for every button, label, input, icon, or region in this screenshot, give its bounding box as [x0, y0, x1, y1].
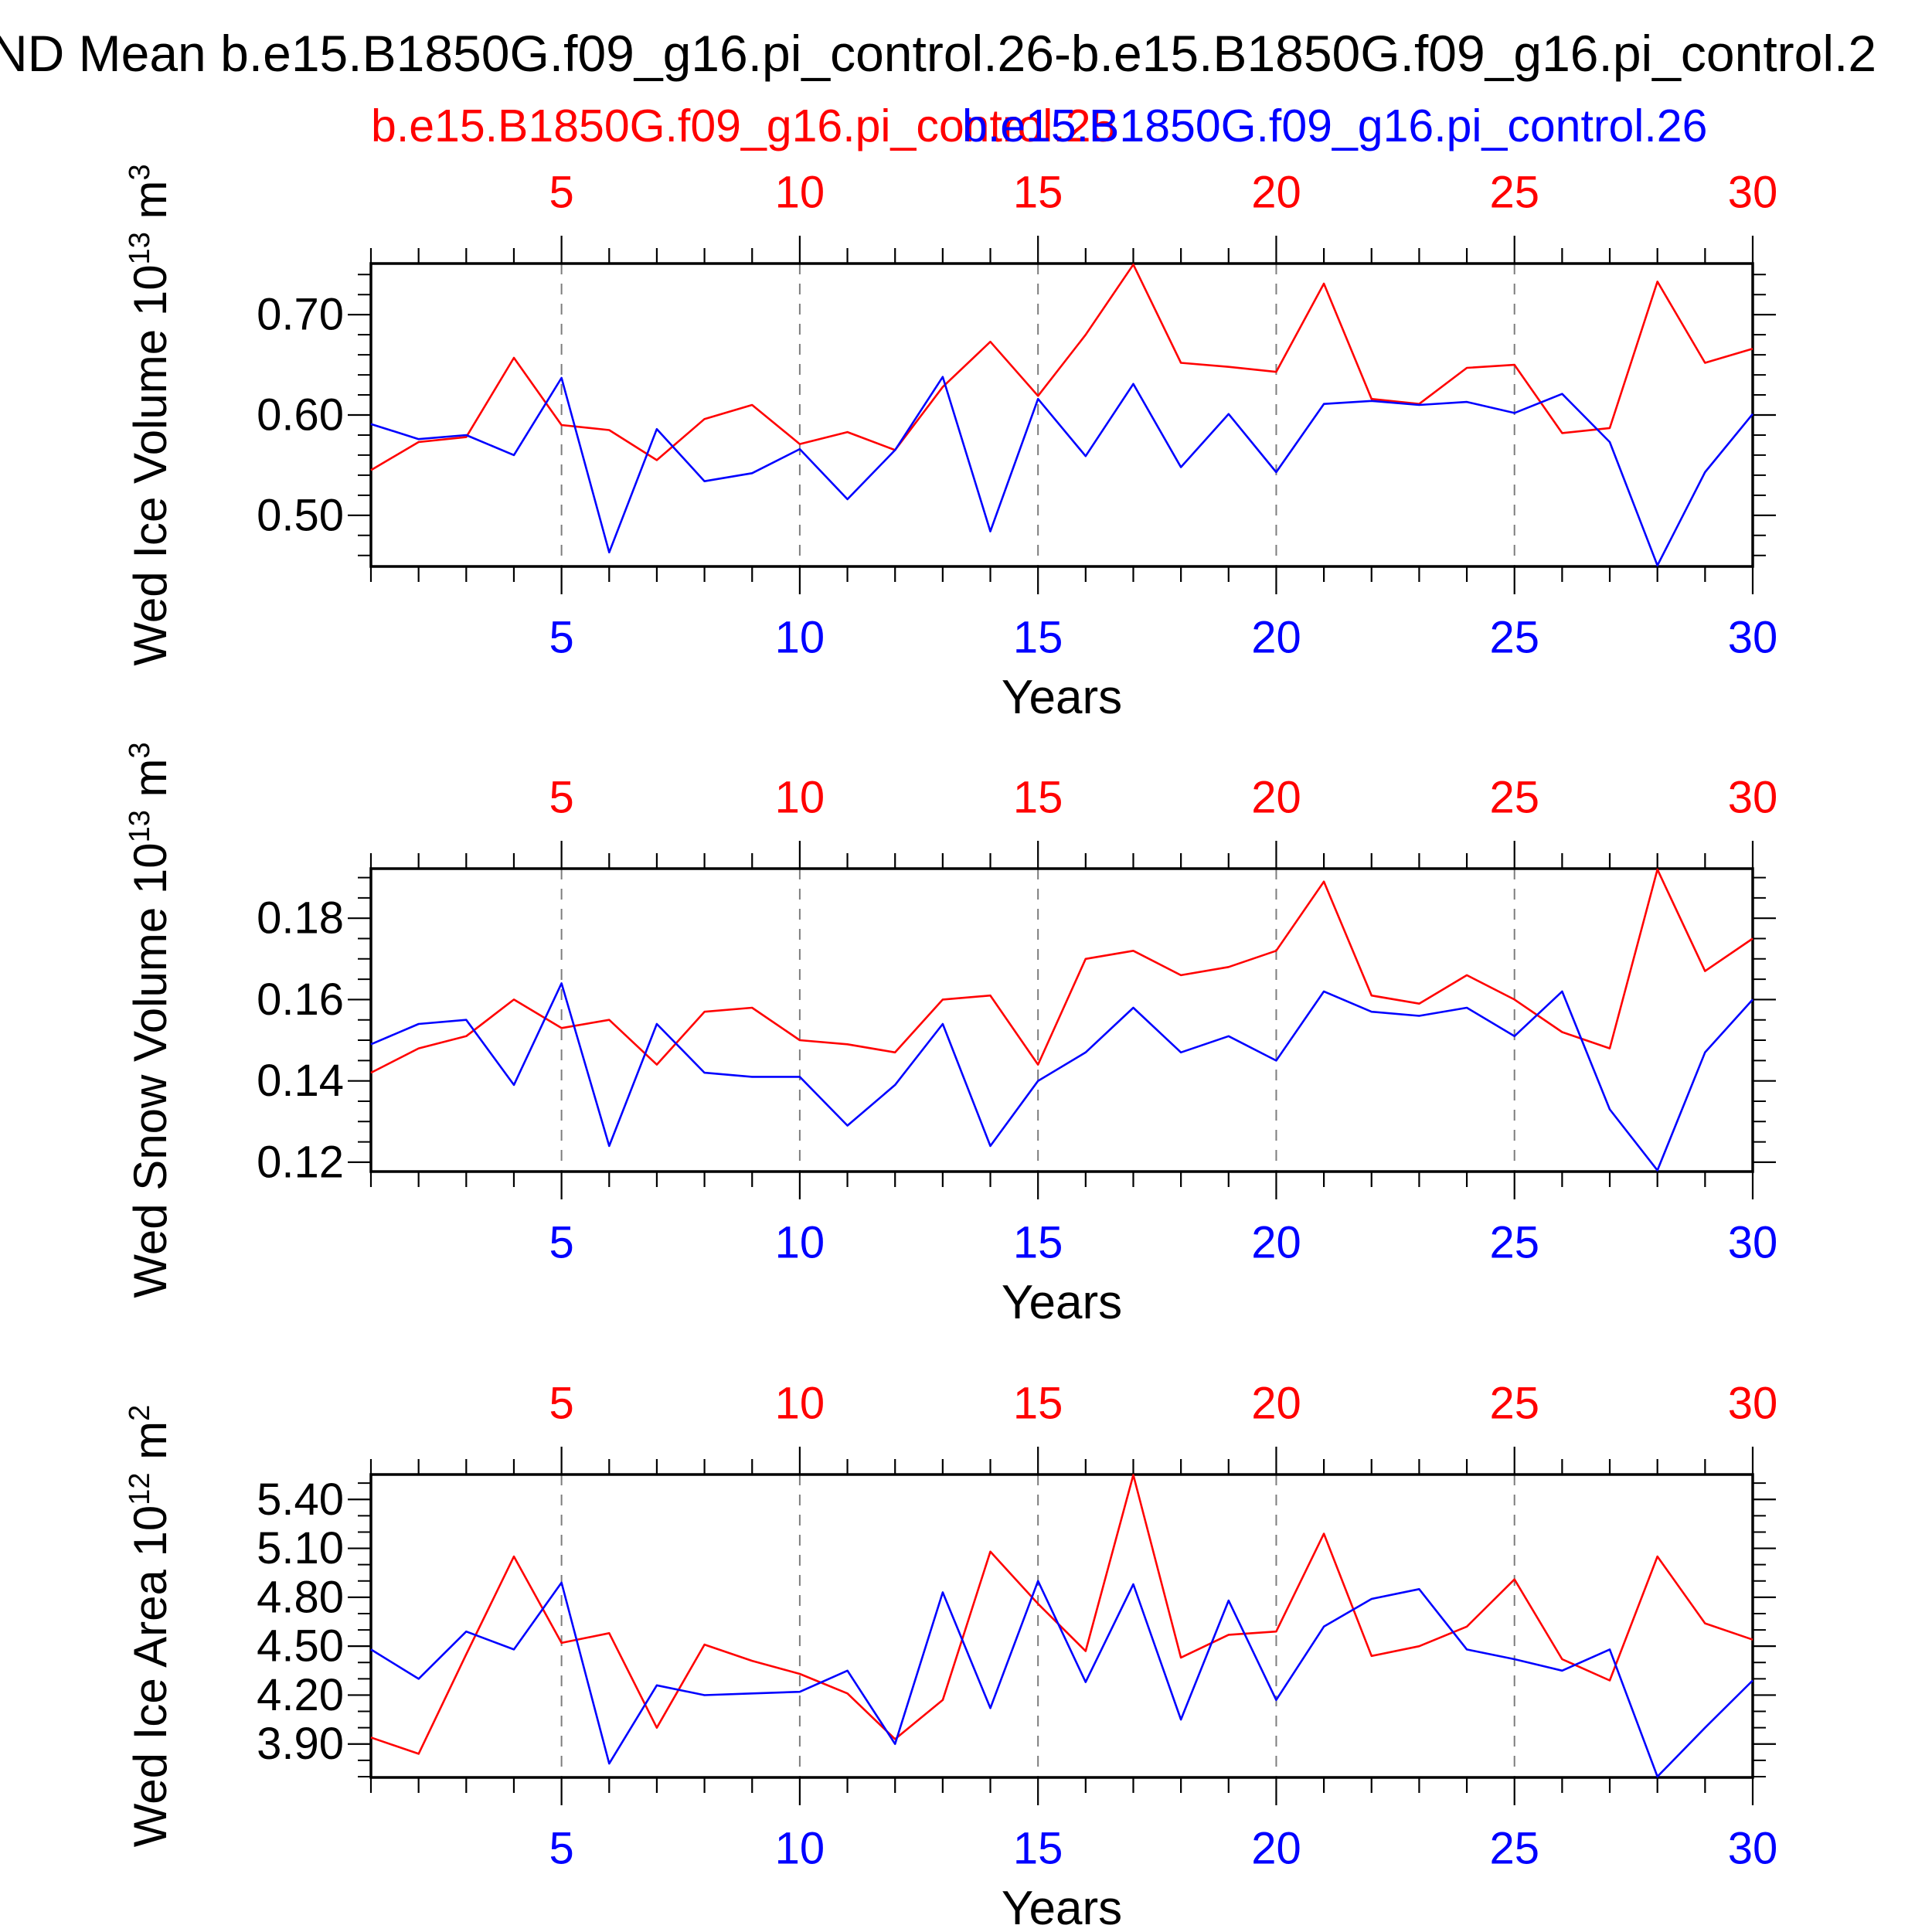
y-tick-label: 0.60 — [257, 390, 344, 440]
x-tick-label-top: 10 — [775, 168, 825, 218]
y-tick-label: 5.40 — [257, 1475, 344, 1525]
panel-plot-area: 0.12 0.14 0.16 0.18 5 5 10 10 15 15 20 20 25 25 30 30 — [257, 773, 1777, 1268]
x-axis-title: Years — [1002, 671, 1122, 724]
x-tick-label-bottom: 30 — [1728, 1824, 1778, 1874]
x-tick-label-bottom: 25 — [1489, 613, 1539, 663]
series-line-blue — [370, 1580, 1753, 1778]
y-axis-title: Wed Ice Volume 1013 m3 — [124, 164, 176, 665]
x-axis-title: Years — [1002, 1882, 1122, 1932]
y-tick-label: 0.18 — [257, 893, 344, 944]
x-tick-label-top: 5 — [549, 168, 573, 218]
x-tick-label-top: 10 — [775, 1379, 825, 1429]
axis-box — [369, 1473, 1754, 1779]
y-tick-label: 0.14 — [257, 1056, 344, 1106]
y-axis-title-base: Wed Snow Volume 10 — [124, 842, 176, 1298]
x-tick-label-bottom: 30 — [1728, 613, 1778, 663]
y-axis-title-unit-exp: 2 — [124, 1405, 156, 1421]
x-tick-label-top: 30 — [1728, 773, 1778, 823]
x-tick-label-top: 20 — [1251, 1379, 1301, 1429]
axis-box — [369, 867, 1754, 1173]
y-tick-label: 0.70 — [257, 290, 344, 340]
x-tick-label-top: 25 — [1489, 1379, 1539, 1429]
x-tick-label-top: 30 — [1728, 168, 1778, 218]
y-tick-label: 4.50 — [257, 1621, 344, 1672]
y-axis-title-unit-exp: 3 — [124, 164, 156, 180]
panel-ice-area: Wed Ice Area 1012 m2 Years 3.904.204.504… — [124, 1379, 1777, 1932]
page-title: ND Mean b.e15.B1850G.f09_g16.pi_control.… — [0, 25, 1876, 82]
y-axis-title-exp: 13 — [124, 232, 156, 264]
x-tick-label-bottom: 25 — [1489, 1824, 1539, 1874]
x-tick-label-bottom: 15 — [1013, 1218, 1063, 1268]
x-tick-label-top: 15 — [1013, 1379, 1063, 1429]
x-tick-label-bottom: 20 — [1251, 613, 1301, 663]
y-axis-title-base: Wed Ice Volume 10 — [124, 264, 176, 665]
x-tick-label-top: 25 — [1489, 773, 1539, 823]
x-tick-label-top: 5 — [549, 773, 573, 823]
x-tick-label-top: 5 — [549, 1379, 573, 1429]
y-axis-title-exp: 13 — [124, 810, 156, 842]
x-tick-label-bottom: 5 — [549, 1824, 573, 1874]
y-tick-label: 5.10 — [257, 1523, 344, 1573]
y-tick-label: 4.20 — [257, 1670, 344, 1720]
panel-ice-volume: Wed Ice Volume 1013 m3 Years 0.50 0.60 0.7… — [124, 164, 1777, 724]
series-line-blue — [370, 376, 1754, 567]
x-tick-label-top: 25 — [1489, 168, 1539, 218]
legend-blue-label: b.e15.B1850G.f09_g16.pi_control.26 — [962, 100, 1707, 151]
y-tick-label: 0.16 — [257, 975, 344, 1025]
x-tick-label-bottom: 30 — [1728, 1218, 1778, 1268]
legend-red-label: b.e15.B1850G.f09_g16.pi_control.25 — [371, 100, 1116, 151]
y-tick-label: 0.50 — [257, 490, 344, 540]
x-tick-label-bottom: 10 — [775, 1218, 825, 1268]
x-axis-title: Years — [1002, 1276, 1122, 1329]
y-axis-title-unit: m — [124, 181, 176, 233]
x-tick-label-top: 10 — [775, 773, 825, 823]
panel-plot-area: 0.50 0.60 0.70 5 5 10 10 15 15 20 20 25 25 30 30 — [257, 168, 1777, 663]
y-axis-title-unit: m — [124, 758, 176, 810]
y-axis-title: Wed Snow Volume 1013 m3 — [124, 742, 176, 1298]
x-tick-label-top: 15 — [1013, 168, 1063, 218]
x-tick-label-bottom: 20 — [1251, 1824, 1301, 1874]
x-tick-label-top: 20 — [1251, 773, 1301, 823]
y-axis-title-unit: m — [124, 1421, 176, 1473]
x-tick-label-bottom: 15 — [1013, 613, 1063, 663]
panel-snow-volume: Wed Snow Volume 1013 m3 Years 0.120.140.… — [124, 742, 1777, 1329]
series-line-blue — [370, 982, 1753, 1172]
x-tick-label-bottom: 25 — [1489, 1218, 1539, 1268]
y-axis-title: Wed Ice Area 1012 m2 — [124, 1405, 176, 1848]
x-tick-label-bottom: 5 — [549, 613, 573, 663]
y-axis-title-base: Wed Ice Area 10 — [124, 1505, 176, 1848]
y-axis-title-exp: 12 — [124, 1473, 156, 1505]
x-tick-label-bottom: 10 — [775, 1824, 825, 1874]
x-tick-label-bottom: 10 — [775, 613, 825, 663]
axis-box — [369, 262, 1754, 568]
y-tick-label: 4.80 — [257, 1572, 344, 1622]
x-tick-label-bottom: 5 — [549, 1218, 573, 1268]
x-tick-label-bottom: 20 — [1251, 1218, 1301, 1268]
series-line-red — [370, 1474, 1753, 1755]
series-line-red — [370, 868, 1753, 1074]
x-tick-label-bottom: 15 — [1013, 1824, 1063, 1874]
x-tick-label-top: 15 — [1013, 773, 1063, 823]
panel-plot-area: 3.904.204.504.805.105.40 5 5 10 10 15 15 20 20 25… — [257, 1379, 1777, 1874]
x-tick-label-top: 20 — [1251, 168, 1301, 218]
y-axis-title-unit-exp: 3 — [124, 742, 156, 758]
series-line-red — [370, 263, 1753, 471]
x-tick-label-top: 30 — [1728, 1379, 1778, 1429]
y-tick-label: 0.12 — [257, 1137, 344, 1187]
y-tick-label: 3.90 — [257, 1719, 344, 1769]
